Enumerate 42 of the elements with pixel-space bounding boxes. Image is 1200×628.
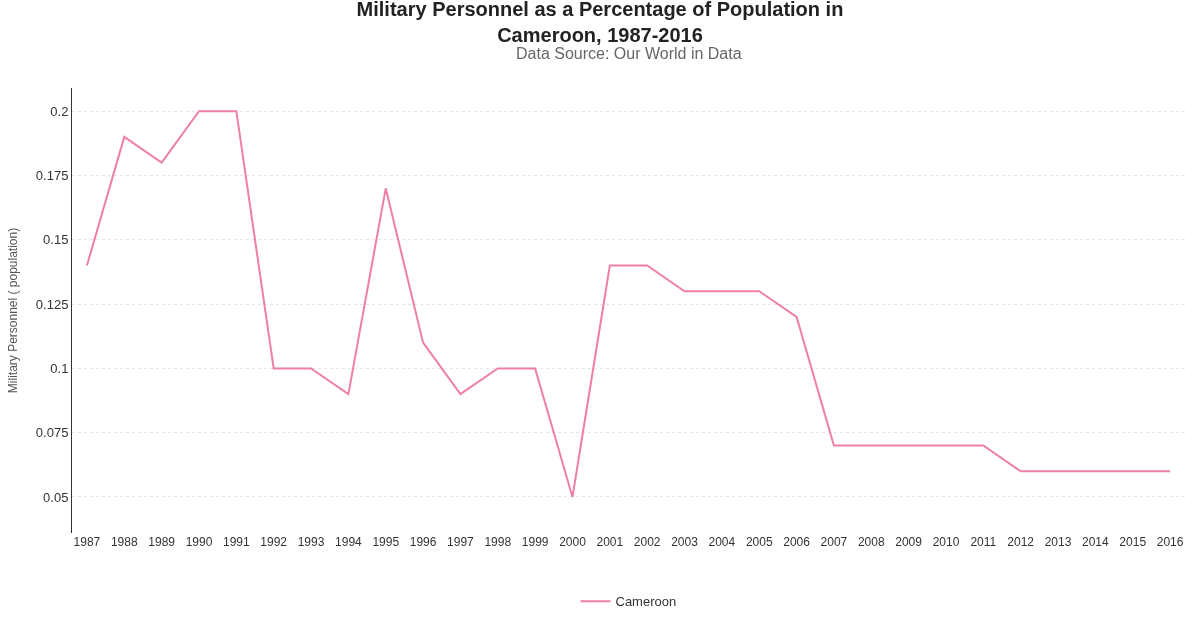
x-tick-label: 1992 [260, 535, 288, 549]
x-tick-label: 1998 [484, 535, 512, 549]
x-tick-label: 1997 [447, 535, 475, 549]
x-tick-label: 2000 [559, 535, 587, 549]
y-axis-title: Military Personnel ( population) [6, 227, 21, 394]
line-series [85, 110, 1172, 498]
x-tick-label: 1994 [335, 535, 363, 549]
y-tick-label: 0.175 [35, 168, 69, 184]
x-tick-label: 2003 [671, 535, 699, 549]
x-tick-label: 2001 [596, 535, 624, 549]
x-tick-label: 1989 [148, 535, 176, 549]
y-tick-label: 0.15 [43, 232, 69, 248]
chart-title: Military Personnel as a Percentage of Population in Cameroon, 1987-2016 [356, 0, 844, 46]
x-tick-label: 2016 [1156, 535, 1184, 549]
x-tick-label: 1991 [222, 535, 251, 549]
x-tick-label: 2011 [970, 535, 997, 549]
x-tick-label: 1988 [110, 535, 138, 549]
y-tick-label: 0.125 [35, 296, 69, 312]
x-tick-label: 2013 [1044, 535, 1072, 549]
x-tick-label: 2006 [783, 535, 811, 549]
x-tick-label: 2014 [1082, 535, 1110, 549]
x-tick-label: 1999 [521, 535, 549, 549]
x-tick-label: 2005 [745, 535, 773, 549]
y-tick-label: 0.05 [43, 489, 69, 505]
x-tick-label: 2015 [1119, 535, 1147, 549]
x-tick-label: 1993 [297, 535, 325, 549]
x-tick-label: 2008 [857, 535, 885, 549]
x-tick-label: 1995 [372, 535, 400, 549]
x-tick-label: 2002 [633, 535, 661, 549]
y-tick-label: 0.2 [50, 103, 69, 119]
x-tick-label: 1987 [73, 535, 101, 549]
x-tick-label: 2009 [895, 535, 923, 549]
x-tick-label: 2010 [932, 535, 960, 549]
y-tick-label: 0.1 [50, 360, 69, 376]
chart-subtitle: Data Source: Our World in Data [516, 45, 742, 62]
x-tick-label: 1996 [409, 535, 437, 549]
legend-label: Cameroon [615, 594, 677, 610]
x-tick-label: 2007 [820, 535, 848, 549]
x-tick-label: 2004 [708, 535, 736, 549]
y-tick-label: 0.075 [35, 425, 69, 441]
x-tick-label: 1990 [185, 535, 213, 549]
x-tick-label: 2012 [1007, 535, 1035, 549]
